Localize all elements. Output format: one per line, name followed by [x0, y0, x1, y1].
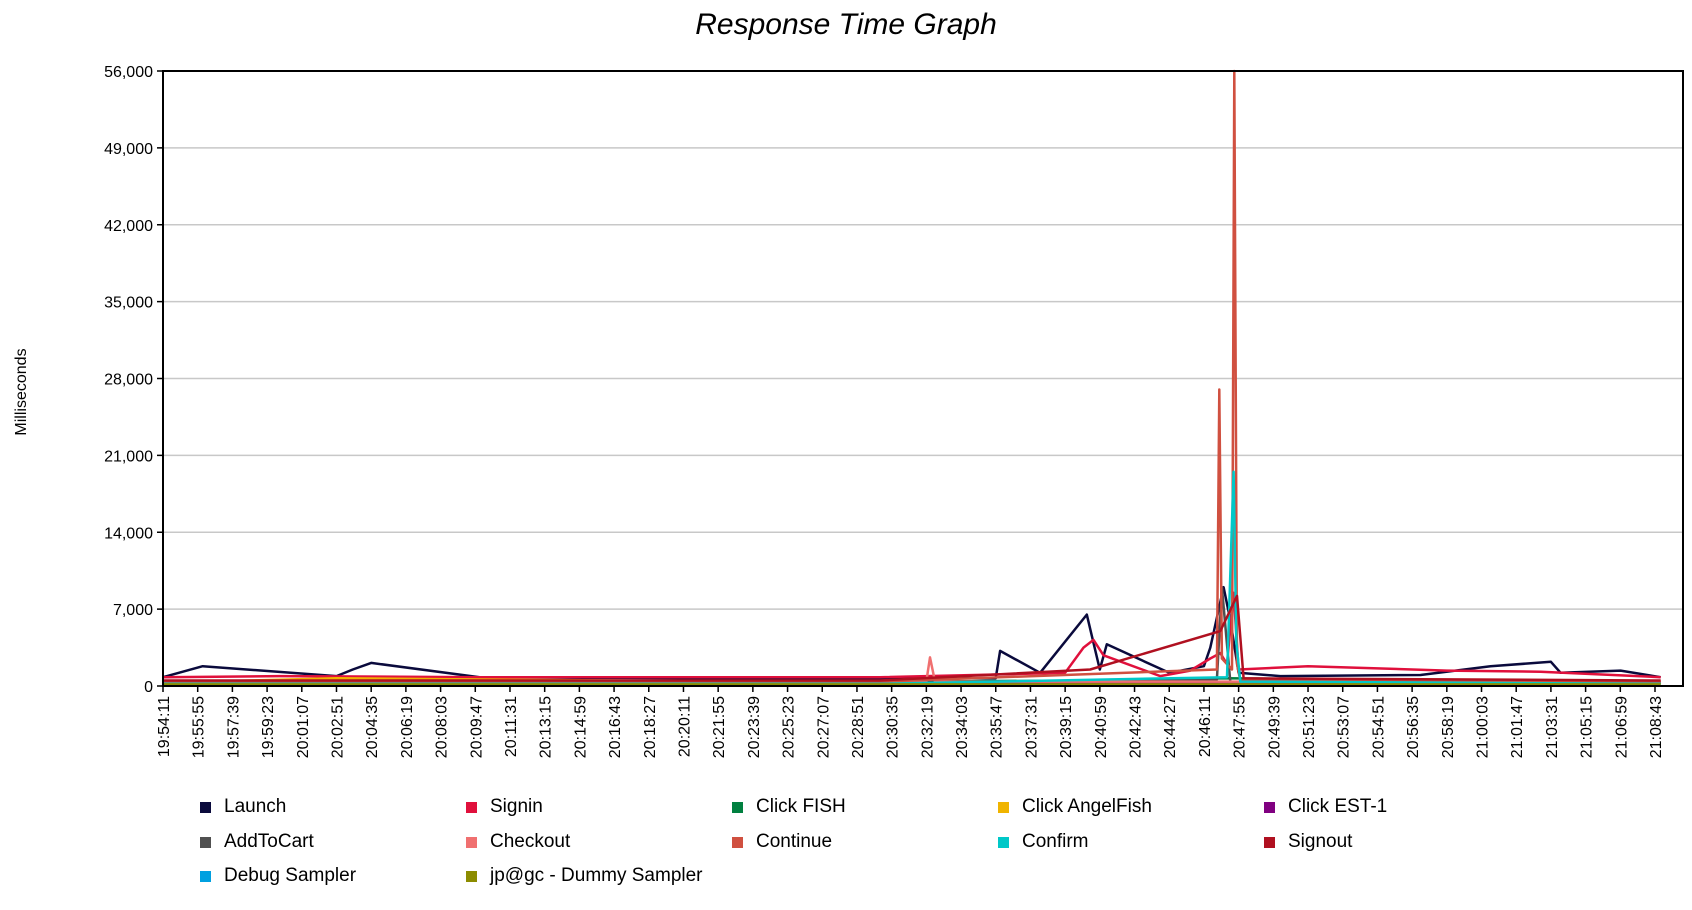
x-tick-label: 21:05:15	[1579, 696, 1596, 758]
legend-swatch	[200, 871, 211, 882]
x-tick-label: 20:06:19	[399, 696, 416, 758]
legend-label: Continue	[756, 831, 833, 852]
x-tick-label: 20:02:51	[329, 696, 346, 758]
y-tick-label: 35,000	[104, 295, 153, 312]
x-tick-label: 20:11:31	[503, 696, 520, 757]
x-tick-label: 20:39:15	[1058, 696, 1075, 758]
chart-title: Response Time Graph	[695, 8, 997, 41]
grid-lines	[163, 70, 1683, 610]
series-line	[163, 470, 1661, 686]
y-axis-ticks: 0 7,000 14,000 21,000 28,000 35,000 42,000 49,0…	[104, 64, 163, 696]
x-tick-label: 19:55:55	[191, 696, 208, 758]
x-tick-label: 20:46:11	[1197, 696, 1214, 757]
x-tick-label: 20:37:31	[1023, 696, 1040, 758]
legend-swatch	[1264, 837, 1275, 848]
x-tick-label: 20:47:55	[1232, 696, 1249, 758]
x-tick-label: 20:40:59	[1093, 696, 1110, 758]
x-tick-label: 20:54:51	[1370, 696, 1387, 758]
series-line	[163, 69, 1661, 683]
plot-frame	[162, 70, 1684, 687]
x-tick-label: 20:35:47	[989, 696, 1006, 758]
x-axis-ticks: 19:54:11 19:55:55 19:57:39 19:59:23 20:01:07…	[156, 686, 1665, 758]
x-tick-label: 20:23:39	[746, 696, 763, 758]
legend-swatch	[732, 802, 743, 813]
legend-label: Click AngelFish	[1022, 796, 1152, 817]
legend-label: Click FISH	[756, 796, 846, 817]
y-tick-label: 56,000	[104, 64, 153, 81]
x-tick-label: 20:21:55	[711, 696, 728, 758]
x-tick-label: 21:03:31	[1544, 696, 1561, 758]
x-tick-label: 20:56:35	[1405, 696, 1422, 758]
legend-swatch	[200, 837, 211, 848]
x-tick-label: 20:14:59	[572, 696, 589, 758]
plot-area: 0 7,000 14,000 21,000 28,000 35,000 42,000 49,0…	[104, 64, 1684, 758]
x-tick-label: 20:13:15	[538, 696, 555, 758]
x-tick-label: 20:25:23	[781, 696, 798, 758]
x-tick-label: 19:57:39	[225, 696, 242, 758]
y-tick-label: 0	[144, 679, 153, 696]
y-tick-label: 42,000	[104, 218, 153, 235]
series-line	[163, 585, 1661, 684]
y-tick-label: 7,000	[113, 602, 153, 619]
x-tick-label: 20:20:11	[676, 696, 693, 757]
x-tick-label: 20:53:07	[1336, 696, 1353, 758]
x-tick-label: 20:08:03	[434, 696, 451, 758]
x-tick-label: 20:42:43	[1128, 696, 1145, 758]
x-tick-label: 21:08:43	[1648, 696, 1665, 758]
x-tick-label: 20:49:39	[1266, 696, 1283, 758]
legend-swatch	[466, 837, 477, 848]
legend-label: Click EST-1	[1288, 796, 1388, 817]
legend-label: jp@gc - Dummy Sampler	[490, 865, 703, 886]
x-tick-label: 20:34:03	[954, 696, 971, 758]
x-tick-label: 20:18:27	[642, 696, 659, 758]
legend-label: Signin	[490, 796, 543, 817]
legend-swatch	[998, 802, 1009, 813]
legend-label: AddToCart	[224, 831, 314, 852]
series-line	[162, 591, 1661, 679]
x-tick-label: 20:44:27	[1162, 696, 1179, 758]
series-lines	[162, 69, 1661, 687]
legend-swatch	[466, 871, 477, 882]
legend-swatch	[200, 802, 211, 813]
y-tick-label: 14,000	[104, 525, 153, 542]
y-tick-label: 28,000	[104, 372, 153, 389]
x-tick-label: 21:00:03	[1475, 696, 1492, 758]
x-tick-label: 20:58:19	[1440, 696, 1457, 758]
x-tick-label: 20:16:43	[607, 696, 624, 758]
series-line	[162, 585, 1661, 680]
x-tick-label: 20:27:07	[815, 696, 832, 758]
x-tick-label: 20:09:47	[468, 696, 485, 758]
series-line	[163, 594, 1661, 682]
x-tick-label: 21:01:47	[1509, 696, 1526, 758]
legend-label: Checkout	[490, 831, 571, 852]
x-tick-label: 21:06:59	[1613, 696, 1630, 758]
y-tick-label: 49,000	[104, 141, 153, 158]
legend-label: Confirm	[1022, 831, 1089, 852]
y-tick-label: 21,000	[104, 448, 153, 465]
legend-label: Signout	[1288, 831, 1353, 852]
x-tick-label: 20:30:35	[885, 696, 902, 758]
legend-label: Launch	[224, 796, 287, 817]
x-tick-label: 20:32:19	[919, 696, 936, 758]
legend-swatch	[466, 802, 477, 813]
x-tick-label: 20:01:07	[295, 696, 312, 758]
legend-swatch	[1264, 802, 1275, 813]
legend-label: Debug Sampler	[224, 865, 357, 886]
x-tick-label: 19:54:11	[156, 696, 173, 757]
legend-swatch	[732, 837, 743, 848]
x-tick-label: 20:51:23	[1301, 696, 1318, 758]
legend-swatch	[998, 837, 1009, 848]
x-tick-label: 20:28:51	[850, 696, 867, 758]
x-tick-label: 20:04:35	[364, 696, 381, 758]
x-tick-label: 19:59:23	[260, 696, 277, 758]
